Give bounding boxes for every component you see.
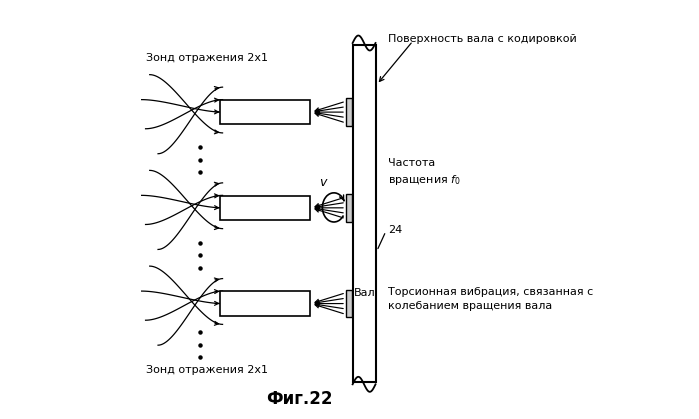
- Text: Зонд отражения 2x1: Зонд отражения 2x1: [145, 52, 268, 62]
- Text: Фиг.22: Фиг.22: [266, 391, 333, 409]
- Bar: [346, 98, 352, 126]
- Bar: [346, 194, 352, 222]
- Bar: [220, 100, 310, 124]
- Text: $v$: $v$: [319, 176, 329, 189]
- Text: 24: 24: [388, 225, 402, 235]
- Text: Торсионная вибрация, связанная с
колебанием вращения вала: Торсионная вибрация, связанная с колебан…: [388, 287, 593, 310]
- Text: Поверхность вала с кодировкой: Поверхность вала с кодировкой: [388, 34, 577, 44]
- Bar: [220, 196, 310, 220]
- Bar: [352, 45, 375, 382]
- Text: Зонд отражения 2x1: Зонд отражения 2x1: [145, 365, 268, 375]
- Bar: [346, 290, 352, 318]
- Text: Вал: Вал: [354, 288, 375, 298]
- Bar: [220, 292, 310, 316]
- Text: Частота
вращения $f_0$: Частота вращения $f_0$: [388, 158, 461, 186]
